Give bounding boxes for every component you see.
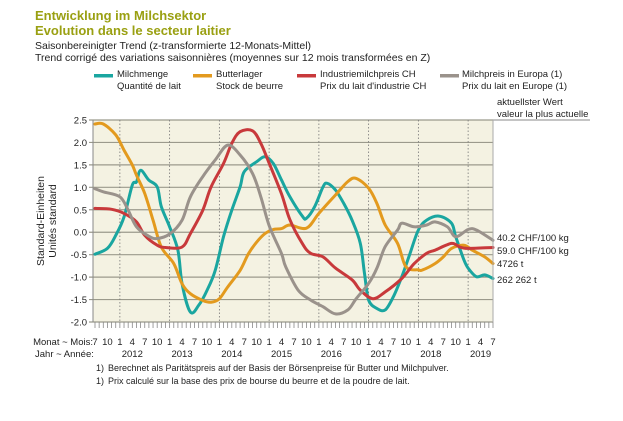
chart-subtitle-de: Saisonbereinigter Trend (z-transformiert… bbox=[35, 40, 311, 52]
x-month-tick-label: 1 bbox=[217, 337, 222, 348]
legend-label-de-2: Industriemilchpreis CH bbox=[320, 69, 416, 80]
x-month-tick-label: 1 bbox=[117, 337, 122, 348]
series-line-0 bbox=[93, 155, 495, 315]
x-year-tick-label: 2014 bbox=[221, 349, 242, 360]
legend-label-fr-2: Prix du lait d'industrie CH bbox=[320, 81, 426, 92]
series-line-3 bbox=[93, 143, 495, 316]
x-year-tick-label: 2013 bbox=[171, 349, 192, 360]
y-tick-label: -0.5 bbox=[71, 250, 87, 261]
footnote-fr: Prix calculé sur la base des prix de bou… bbox=[108, 376, 410, 386]
legend-label-fr-0: Quantité de lait bbox=[117, 81, 181, 92]
x-year-tick-label: 2017 bbox=[370, 349, 391, 360]
latest-value-label-0: 262 262 t bbox=[497, 275, 537, 286]
x-month-tick-label: 4 bbox=[229, 337, 234, 348]
chart-subtitle-fr: Trend corrigé des variations saisonnière… bbox=[35, 52, 430, 64]
x-year-tick-label: 2012 bbox=[122, 349, 143, 360]
x-year-tick-label: 2015 bbox=[271, 349, 292, 360]
legend-swatch-1 bbox=[193, 74, 212, 78]
y-axis-title-de: Standard-Einheiten bbox=[35, 176, 47, 266]
x-month-tick-label: 1 bbox=[465, 337, 470, 348]
legend-swatch-0 bbox=[94, 74, 113, 78]
x-year-tick-label: 2019 bbox=[470, 349, 491, 360]
y-axis-title: Standard-Einheiten Unités standard bbox=[35, 176, 59, 266]
x-month-tick-label: 10 bbox=[202, 337, 213, 348]
chart-title-fr: Evolution dans le secteur laitier bbox=[35, 23, 231, 38]
legend-label-de-0: Milchmenge bbox=[117, 69, 168, 80]
x-month-tick-label: 4 bbox=[478, 337, 483, 348]
y-tick-label: 2.5 bbox=[74, 116, 87, 127]
x-month-tick-label: 4 bbox=[279, 337, 284, 348]
x-month-tick-label: 10 bbox=[450, 337, 461, 348]
legend-label-de-1: Butterlager bbox=[216, 69, 262, 80]
x-month-tick-label: 4 bbox=[179, 337, 184, 348]
y-tick-label: 0.0 bbox=[74, 228, 87, 239]
latest-value-header-fr: valeur la plus actuelle bbox=[497, 109, 588, 120]
series-line-2 bbox=[93, 128, 495, 301]
legend-swatch-3 bbox=[440, 74, 459, 78]
x-month-tick-label: 7 bbox=[92, 337, 97, 348]
y-tick-label: 2.0 bbox=[74, 138, 87, 149]
x-month-tick-label: 10 bbox=[251, 337, 262, 348]
footnote-marker-de: 1) bbox=[96, 363, 104, 373]
x-axis-year-label: Jahr ~ Année: bbox=[35, 349, 94, 360]
x-month-tick-label: 7 bbox=[192, 337, 197, 348]
latest-value-header-de: aktuellster Wert bbox=[497, 97, 563, 108]
y-tick-label: 1.5 bbox=[74, 160, 87, 171]
x-month-tick-label: 1 bbox=[167, 337, 172, 348]
latest-value-label-2: 59.0 CHF/100 kg bbox=[497, 246, 569, 257]
x-month-tick-label: 1 bbox=[266, 337, 271, 348]
x-month-tick-label: 4 bbox=[329, 337, 334, 348]
y-axis-title-fr: Unités standard bbox=[47, 184, 59, 258]
x-axis-month-label: Monat ~ Mois: bbox=[33, 337, 93, 348]
legend-label-fr-1: Stock de beurre bbox=[216, 81, 283, 92]
y-tick-label: 1.0 bbox=[74, 183, 87, 194]
series-lines bbox=[93, 121, 495, 316]
latest-value-label-3: 40.2 CHF/100 kg bbox=[497, 233, 569, 244]
x-month-tick-label: 10 bbox=[301, 337, 312, 348]
x-month-tick-label: 4 bbox=[378, 337, 383, 348]
x-month-tick-label: 1 bbox=[316, 337, 321, 348]
x-month-tick-label: 10 bbox=[102, 337, 113, 348]
legend-label-de-3: Milchpreis in Europa (1) bbox=[462, 69, 562, 80]
axes: 2.52.01.51.00.50.0-0.5-1.0-1.5-2.07 10 1 4 7… bbox=[71, 116, 569, 361]
x-month-tick-label: 7 bbox=[391, 337, 396, 348]
x-month-tick-label: 7 bbox=[441, 337, 446, 348]
footnote-de: Berechnet als Paritätspreis auf der Basi… bbox=[108, 363, 449, 373]
x-month-tick-label: 7 bbox=[291, 337, 296, 348]
x-month-tick-label: 1 bbox=[366, 337, 371, 348]
series-line-1 bbox=[93, 121, 495, 304]
grid bbox=[89, 119, 493, 323]
y-tick-label: -2.0 bbox=[71, 318, 87, 329]
chart-title-de: Entwicklung im Milchsektor bbox=[35, 8, 206, 23]
x-month-tick-label: 4 bbox=[130, 337, 135, 348]
x-year-tick-label: 2018 bbox=[420, 349, 441, 360]
y-tick-label: -1.0 bbox=[71, 273, 87, 284]
x-month-tick-label: 4 bbox=[428, 337, 433, 348]
footnote-marker-fr: 1) bbox=[96, 376, 104, 386]
x-month-tick-label: 10 bbox=[152, 337, 163, 348]
x-month-tick-label: 1 bbox=[416, 337, 421, 348]
latest-value-label-1: 4726 t bbox=[497, 259, 524, 270]
legend-swatch-2 bbox=[297, 74, 316, 78]
legend-label-fr-3: Prix du lait en Europe (1) bbox=[462, 81, 567, 92]
x-month-tick-label: 7 bbox=[341, 337, 346, 348]
y-tick-label: 0.5 bbox=[74, 205, 87, 216]
x-month-tick-label: 7 bbox=[490, 337, 495, 348]
x-month-tick-label: 7 bbox=[242, 337, 247, 348]
y-tick-label: -1.5 bbox=[71, 295, 87, 306]
x-month-tick-label: 7 bbox=[142, 337, 147, 348]
x-month-tick-label: 10 bbox=[351, 337, 362, 348]
x-month-tick-label: 10 bbox=[401, 337, 412, 348]
x-year-tick-label: 2016 bbox=[321, 349, 342, 360]
